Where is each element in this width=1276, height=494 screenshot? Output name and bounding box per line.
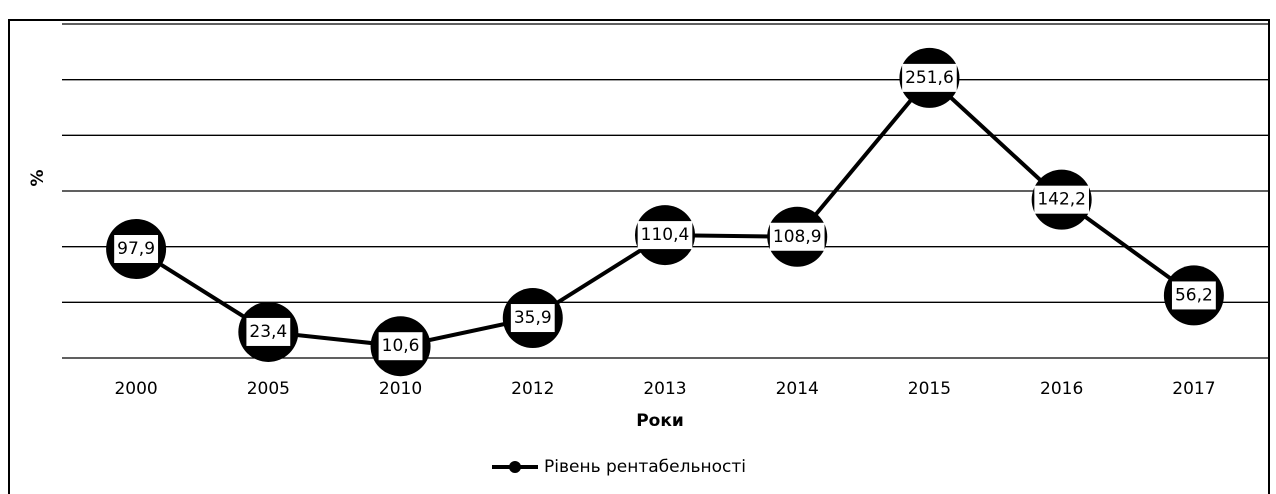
legend-marker xyxy=(509,461,521,473)
x-tick-label: 2000 xyxy=(114,379,157,399)
x-axis-label: Роки xyxy=(636,411,684,431)
y-axis-label: % xyxy=(28,169,48,186)
data-label: 142,2 xyxy=(1037,190,1086,210)
data-label-box xyxy=(378,332,423,361)
x-tick-label: 2014 xyxy=(776,379,819,399)
chart-frame xyxy=(8,19,1270,494)
data-label-box xyxy=(1034,185,1090,214)
x-tick-label: 2017 xyxy=(1172,379,1215,399)
x-tick-label: 2012 xyxy=(511,379,554,399)
legend-label: Рівень рентабельності xyxy=(544,457,746,477)
x-tick-label: 2013 xyxy=(643,379,686,399)
data-label-box xyxy=(769,222,825,251)
x-tick-label: 2016 xyxy=(1040,379,1083,399)
x-tick-label: 2010 xyxy=(379,379,422,399)
data-label-box xyxy=(246,317,291,346)
x-tick-label: 2005 xyxy=(247,379,290,399)
data-label: 251,6 xyxy=(905,68,954,88)
data-label-box xyxy=(637,221,693,250)
data-label: 23,4 xyxy=(249,322,287,342)
data-label: 56,2 xyxy=(1175,285,1213,305)
data-label-box xyxy=(114,235,159,264)
data-label-box xyxy=(510,304,555,333)
x-tick-label: 2015 xyxy=(908,379,951,399)
data-label-box xyxy=(902,63,957,92)
data-label: 10,6 xyxy=(382,336,420,356)
data-label: 97,9 xyxy=(117,239,155,259)
data-label: 35,9 xyxy=(514,308,552,328)
data-label-box xyxy=(1171,281,1216,310)
data-label: 110,4 xyxy=(641,225,690,245)
data-label: 108,9 xyxy=(773,227,822,247)
